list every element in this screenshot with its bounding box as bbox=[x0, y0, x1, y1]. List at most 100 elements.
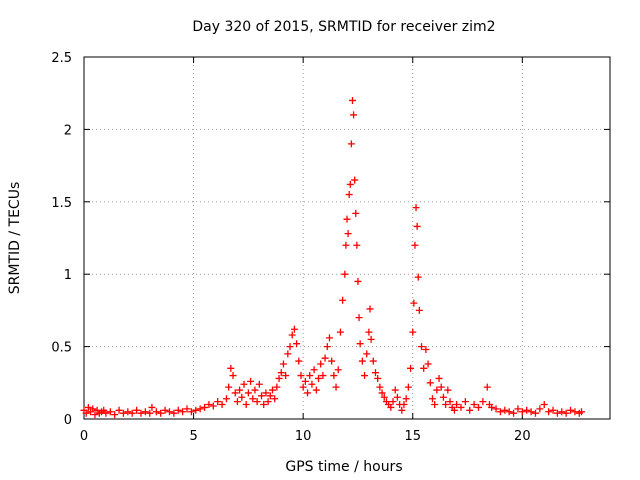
y-tick-label: 1.5 bbox=[51, 196, 72, 211]
data-point bbox=[339, 296, 347, 304]
data-point bbox=[244, 389, 252, 397]
data-point bbox=[470, 401, 478, 409]
data-point bbox=[393, 393, 401, 401]
plot-frame bbox=[83, 56, 611, 420]
data-point bbox=[410, 299, 418, 307]
data-point bbox=[505, 408, 513, 416]
data-point bbox=[545, 408, 553, 416]
data-point bbox=[387, 403, 395, 411]
data-point bbox=[301, 377, 309, 385]
data-point bbox=[115, 406, 123, 414]
data-point bbox=[332, 383, 340, 391]
y-tick-label: 0 bbox=[64, 413, 72, 428]
data-point bbox=[268, 386, 276, 394]
data-point bbox=[242, 401, 250, 409]
data-point bbox=[192, 406, 200, 414]
data-point bbox=[348, 96, 356, 104]
data-point bbox=[152, 408, 160, 416]
data-point bbox=[444, 386, 452, 394]
data-point bbox=[174, 406, 182, 414]
data-point bbox=[297, 372, 305, 380]
x-tick-label: 0 bbox=[80, 429, 88, 444]
data-point bbox=[275, 374, 283, 382]
x-tick-label: 10 bbox=[295, 429, 312, 444]
y-tick-label: 2 bbox=[64, 123, 72, 138]
data-point bbox=[527, 408, 535, 416]
data-point bbox=[286, 343, 294, 351]
data-point bbox=[330, 372, 338, 380]
data-point bbox=[187, 408, 195, 416]
y-axis-label: SRMTID / TECUs bbox=[7, 182, 23, 295]
data-point bbox=[558, 408, 566, 416]
data-point bbox=[376, 383, 384, 391]
data-point bbox=[240, 380, 248, 388]
data-point bbox=[342, 241, 350, 249]
data-point bbox=[450, 406, 458, 414]
data-point bbox=[295, 357, 303, 365]
data-point bbox=[251, 386, 259, 394]
data-point bbox=[299, 383, 307, 391]
y-tick-label: 0.5 bbox=[51, 341, 72, 356]
data-point bbox=[141, 408, 149, 416]
data-point bbox=[442, 401, 450, 409]
data-point bbox=[227, 364, 235, 372]
data-point bbox=[374, 374, 382, 382]
data-point bbox=[310, 366, 318, 374]
data-point bbox=[262, 389, 270, 397]
data-point bbox=[415, 306, 423, 314]
data-point bbox=[475, 403, 482, 411]
data-point bbox=[312, 386, 320, 394]
data-point bbox=[165, 408, 173, 416]
data-point bbox=[439, 393, 447, 401]
data-point bbox=[412, 204, 420, 212]
data-point bbox=[238, 393, 246, 401]
data-point bbox=[84, 403, 92, 411]
data-points bbox=[80, 96, 586, 419]
data-point bbox=[128, 409, 136, 417]
data-point bbox=[277, 369, 285, 377]
data-point bbox=[133, 406, 141, 414]
data-point bbox=[418, 343, 426, 351]
data-point bbox=[341, 270, 349, 278]
data-point bbox=[518, 408, 526, 416]
chart-title: Day 320 of 2015, SRMTID for receiver zim… bbox=[192, 19, 495, 35]
data-point bbox=[361, 372, 369, 380]
data-point bbox=[146, 409, 154, 417]
data-point bbox=[562, 409, 570, 417]
data-point bbox=[236, 386, 244, 394]
data-point bbox=[571, 408, 579, 416]
axis-ticks: 0 5 10 15 20 0 0.5 1 1.5 2 2.5 bbox=[51, 51, 610, 444]
data-point bbox=[353, 241, 361, 249]
data-point bbox=[308, 380, 316, 388]
data-point bbox=[271, 395, 279, 403]
data-point bbox=[523, 406, 531, 414]
data-point bbox=[255, 380, 263, 388]
x-tick-label: 5 bbox=[189, 429, 197, 444]
data-point bbox=[315, 374, 323, 382]
data-point bbox=[345, 191, 353, 199]
data-point bbox=[282, 372, 290, 380]
data-point bbox=[273, 383, 281, 391]
data-point bbox=[279, 360, 287, 368]
data-point bbox=[323, 343, 331, 351]
data-point bbox=[413, 222, 421, 230]
data-point bbox=[225, 383, 233, 391]
data-point bbox=[233, 398, 241, 406]
data-point bbox=[205, 401, 213, 409]
data-point bbox=[293, 340, 301, 348]
data-point bbox=[304, 389, 312, 397]
data-point bbox=[453, 401, 461, 409]
data-point bbox=[249, 395, 257, 403]
data-point bbox=[319, 372, 327, 380]
data-point bbox=[354, 277, 362, 285]
data-point bbox=[437, 383, 445, 391]
data-point bbox=[161, 406, 169, 414]
data-point bbox=[369, 357, 377, 365]
data-point bbox=[346, 180, 354, 188]
data-point bbox=[420, 364, 428, 372]
data-point bbox=[111, 411, 119, 419]
data-point bbox=[457, 403, 465, 411]
data-point bbox=[540, 401, 548, 409]
data-point bbox=[578, 408, 586, 416]
data-point bbox=[347, 140, 355, 148]
